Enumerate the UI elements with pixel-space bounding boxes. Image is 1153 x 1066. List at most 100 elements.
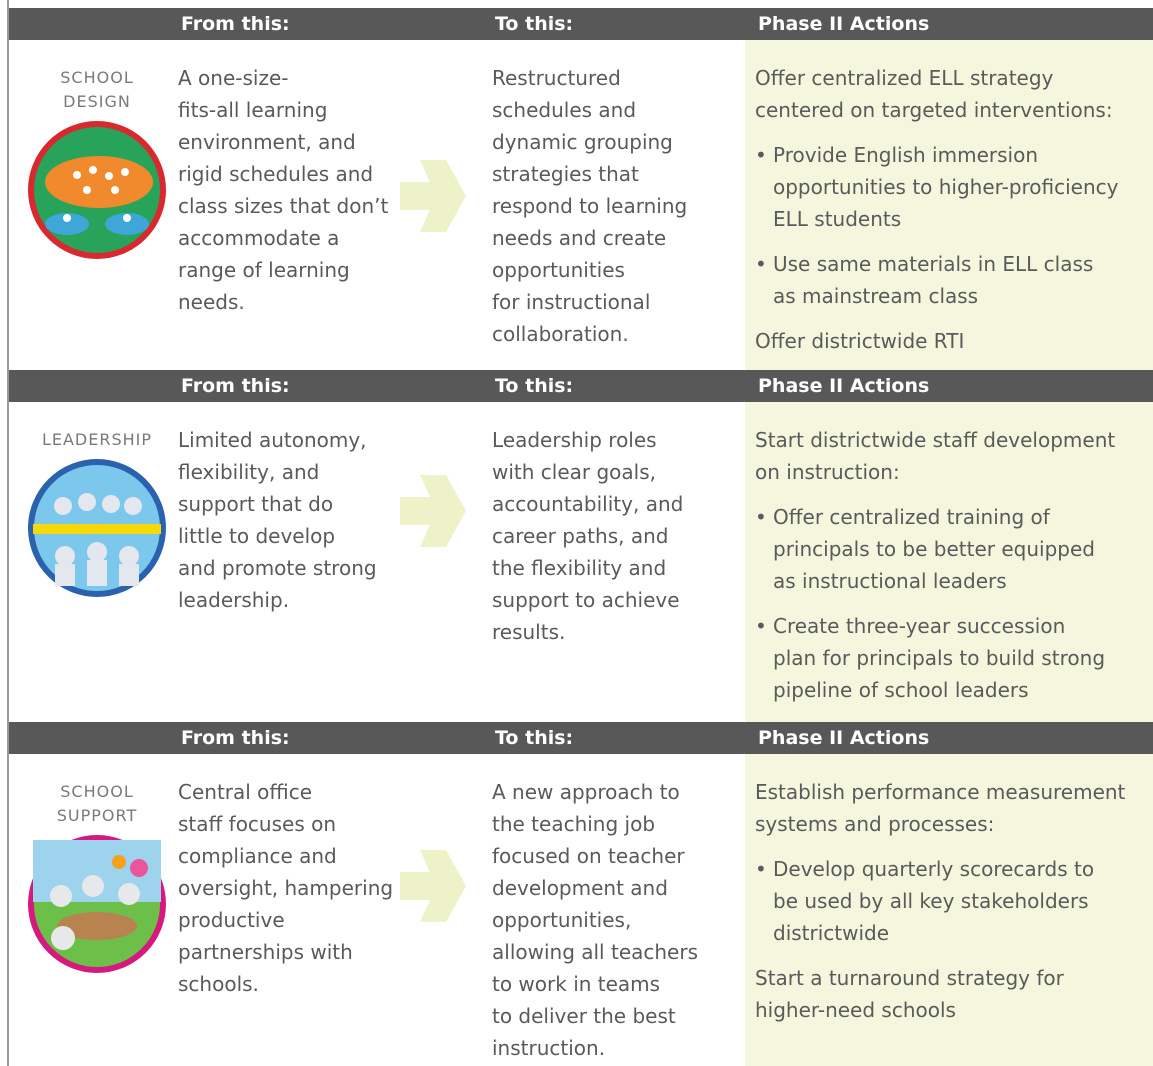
action-block: Start districtwide staff development on i… bbox=[755, 424, 1115, 488]
text-line: as mainstream class bbox=[773, 284, 979, 308]
action-block: • Use same materials in ELL class as mains… bbox=[755, 248, 1119, 312]
label-line: DESIGN bbox=[63, 92, 131, 111]
column-header: Phase II Actions bbox=[758, 13, 930, 35]
section-label: SCHOOL DESIGN bbox=[22, 66, 172, 260]
text-line: as instructional leaders bbox=[773, 569, 1007, 593]
bullet: • bbox=[755, 143, 767, 167]
section: From this: To this: Phase II Actions SCHOOL… bbox=[0, 8, 1153, 370]
to-column: A new approach to the teaching job focused… bbox=[492, 776, 698, 1064]
text-line: opportunities bbox=[492, 258, 625, 282]
text-line: development and bbox=[492, 876, 668, 900]
arrow bbox=[400, 160, 466, 232]
text-line: compliance and bbox=[178, 844, 337, 868]
text-line: fits-all learning bbox=[178, 98, 328, 122]
section-label: LEADERSHIP bbox=[22, 428, 172, 598]
text-line: with clear goals, bbox=[492, 460, 657, 484]
text-line: productive bbox=[178, 908, 285, 932]
text-line: flexibility, and bbox=[178, 460, 320, 484]
text-line: Provide English immersion bbox=[773, 143, 1038, 167]
text-line: principals to be better equipped bbox=[773, 537, 1095, 561]
text-line: collaboration. bbox=[492, 322, 629, 346]
text-line: Develop quarterly scorecards to bbox=[773, 857, 1095, 881]
text-line: Start a turnaround strategy for bbox=[755, 966, 1064, 990]
header-bar: From this: To this: Phase II Actions bbox=[9, 722, 1153, 754]
text-line: range of learning bbox=[178, 258, 350, 282]
text-line: support that do bbox=[178, 492, 334, 516]
text-line: little to develop bbox=[178, 524, 336, 548]
text-line: Create three-year succession bbox=[773, 614, 1066, 638]
text-line: centered on targeted interventions: bbox=[755, 98, 1113, 122]
bullet: • bbox=[755, 505, 767, 529]
column-header: From this: bbox=[181, 375, 290, 397]
label-line: LEADERSHIP bbox=[41, 430, 153, 449]
section: From this: To this: Phase II Actions SCHOOL… bbox=[0, 722, 1153, 1066]
section-content: SCHOOL SUPPORT Central office staff focuse… bbox=[0, 754, 1153, 1066]
text-line: the teaching job bbox=[492, 812, 656, 836]
column-header: Phase II Actions bbox=[758, 727, 930, 749]
text-line: dynamic grouping bbox=[492, 130, 673, 154]
column-header: From this: bbox=[181, 13, 290, 35]
arrow bbox=[400, 850, 466, 922]
text-line: plan for principals to build strong bbox=[773, 646, 1106, 670]
text-line: Offer centralized training of bbox=[773, 505, 1050, 529]
text-line: Offer centralized ELL strategy bbox=[755, 66, 1054, 90]
action-block: • Offer centralized training of principals… bbox=[755, 501, 1115, 597]
text-line: needs. bbox=[178, 290, 245, 314]
action-block: Start a turnaround strategy for higher-ne… bbox=[755, 962, 1125, 1026]
from-column: Limited autonomy, flexibility, and support… bbox=[178, 424, 377, 616]
text-line: support to achieve bbox=[492, 588, 680, 612]
text-line: focused on teacher bbox=[492, 844, 685, 868]
text-line: and promote strong bbox=[178, 556, 377, 580]
actions-column: Offer centralized ELL strategy centered o… bbox=[755, 62, 1119, 370]
text-line: systems and processes: bbox=[755, 812, 995, 836]
text-line: oversight, hampering bbox=[178, 876, 394, 900]
action-block: • Develop quarterly scorecards to be used … bbox=[755, 853, 1125, 949]
text-line: A one-size- bbox=[178, 66, 289, 90]
text-line: opportunities, bbox=[492, 908, 632, 932]
section-content: LEADERSHIP Limited autonomy, flexibility,… bbox=[0, 402, 1153, 722]
action-block: • Provide English immersion opportunities … bbox=[755, 139, 1119, 235]
column-header: To this: bbox=[495, 727, 574, 749]
text-line: Establish performance measurement bbox=[755, 780, 1126, 804]
text-line: to deliver the best bbox=[492, 1004, 676, 1028]
text-line: instruction. bbox=[492, 1036, 606, 1060]
bullet: • bbox=[755, 857, 767, 881]
text-line: accountability, and bbox=[492, 492, 684, 516]
text-line: for instructional bbox=[492, 290, 651, 314]
column-header: To this: bbox=[495, 375, 574, 397]
label-line: SUPPORT bbox=[56, 806, 138, 825]
text-line: Limited autonomy, bbox=[178, 428, 367, 452]
text-line: the flexibility and bbox=[492, 556, 667, 580]
text-line: leadership. bbox=[178, 588, 290, 612]
bullet: • bbox=[755, 614, 767, 638]
section-icon bbox=[28, 121, 166, 259]
to-column: Leadership roles with clear goals, account… bbox=[492, 424, 683, 648]
text-line: Offer districtwide RTI bbox=[755, 329, 965, 353]
action-block: • Create three-year succession plan for pr… bbox=[755, 610, 1115, 706]
actions-column: Establish performance measurement systems… bbox=[755, 776, 1125, 1039]
text-line: career paths, and bbox=[492, 524, 669, 548]
actions-column: Start districtwide staff development on i… bbox=[755, 424, 1115, 719]
text-line: Central office bbox=[178, 780, 313, 804]
label-line: SCHOOL bbox=[60, 782, 134, 801]
actions-background bbox=[745, 40, 1153, 370]
section-label: SCHOOL SUPPORT bbox=[22, 780, 172, 974]
text-line: schools. bbox=[178, 972, 259, 996]
text-line: partnerships with bbox=[178, 940, 353, 964]
text-line: to work in teams bbox=[492, 972, 661, 996]
arrow bbox=[400, 475, 466, 547]
header-bar: From this: To this: Phase II Actions bbox=[9, 8, 1153, 40]
action-block: Establish performance measurement systems… bbox=[755, 776, 1125, 840]
section-icon bbox=[28, 459, 166, 597]
text-line: higher-need schools bbox=[755, 998, 956, 1022]
text-line: allowing all teachers bbox=[492, 940, 698, 964]
bullet: • bbox=[755, 252, 767, 276]
column-header: To this: bbox=[495, 13, 574, 35]
document: , From this:To this:Phase II ActionsSCHO… bbox=[0, 8, 1153, 1066]
text-line: A new approach to bbox=[492, 780, 680, 804]
text-line: Start districtwide staff development bbox=[755, 428, 1116, 452]
text-line: on instruction: bbox=[755, 460, 900, 484]
header-bar: From this: To this: Phase II Actions bbox=[9, 370, 1153, 402]
